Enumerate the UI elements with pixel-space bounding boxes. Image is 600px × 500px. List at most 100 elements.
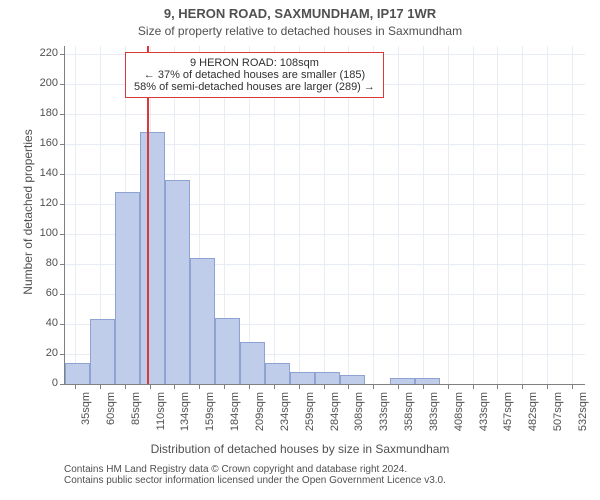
x-tick-label: 159sqm [204,392,216,442]
y-tick-mark [60,84,65,85]
x-tick-label: 184sqm [229,392,241,442]
y-tick-label: 60 [30,287,58,299]
histogram-bar [315,372,340,384]
annotation-line-3: 58% of semi-detached houses are larger (… [134,81,375,93]
chart-container: 9, HERON ROAD, SAXMUNDHAM, IP17 1WR Size… [0,0,600,500]
gridline-v [572,46,573,384]
histogram-bar [115,192,140,384]
y-tick-label: 80 [30,257,58,269]
x-tick-mark [75,384,76,389]
x-tick-label: 333sqm [378,392,390,442]
y-tick-mark [60,204,65,205]
histogram-bar [90,319,115,384]
x-tick-label: 358sqm [403,392,415,442]
y-tick-label: 20 [30,347,58,359]
histogram-bar [65,363,90,384]
y-tick-mark [60,144,65,145]
footer-line-1: Contains HM Land Registry data © Crown c… [64,464,446,475]
y-tick-label: 160 [30,137,58,149]
histogram-bar [290,372,315,384]
x-tick-label: 284sqm [329,392,341,442]
histogram-bar [340,375,365,384]
histogram-bar [190,258,215,384]
histogram-bar [390,378,415,384]
x-tick-label: 35sqm [80,392,92,442]
gridline-h [65,114,585,115]
x-tick-mark [522,384,523,389]
x-tick-mark [125,384,126,389]
histogram-bar [165,180,190,384]
x-tick-label: 85sqm [130,392,142,442]
y-tick-mark [60,234,65,235]
y-tick-label: 200 [30,77,58,89]
x-tick-label: 110sqm [155,392,167,442]
y-tick-mark [60,264,65,265]
footer-line-2: Contains public sector information licen… [64,475,446,486]
x-tick-mark [572,384,573,389]
chart-subtitle: Size of property relative to detached ho… [0,24,600,38]
footer-attribution: Contains HM Land Registry data © Crown c… [64,464,446,486]
y-tick-label: 0 [30,377,58,389]
x-tick-mark [547,384,548,389]
x-axis-label: Distribution of detached houses by size … [0,442,600,456]
gridline-v [497,46,498,384]
y-tick-label: 180 [30,107,58,119]
y-tick-label: 100 [30,227,58,239]
y-tick-mark [60,54,65,55]
x-tick-label: 433sqm [478,392,490,442]
x-tick-mark [448,384,449,389]
x-tick-mark [473,384,474,389]
y-tick-mark [60,354,65,355]
y-tick-mark [60,324,65,325]
x-tick-mark [274,384,275,389]
y-tick-label: 140 [30,167,58,179]
gridline-v [547,46,548,384]
x-tick-mark [398,384,399,389]
x-tick-mark [100,384,101,389]
x-tick-mark [497,384,498,389]
x-tick-label: 457sqm [502,392,514,442]
gridline-v [522,46,523,384]
x-tick-mark [299,384,300,389]
x-tick-label: 308sqm [353,392,365,442]
y-tick-mark [60,114,65,115]
annotation-line-1: 9 HERON ROAD: 108sqm [134,57,375,69]
x-tick-mark [324,384,325,389]
x-tick-mark [373,384,374,389]
gridline-v [398,46,399,384]
gridline-v [473,46,474,384]
y-tick-label: 40 [30,317,58,329]
x-tick-mark [249,384,250,389]
y-tick-mark [60,174,65,175]
x-tick-label: 60sqm [105,392,117,442]
x-tick-label: 383sqm [428,392,440,442]
histogram-bar [265,363,290,384]
plot-area: 9 HERON ROAD: 108sqm ← 37% of detached h… [64,46,585,385]
x-tick-mark [199,384,200,389]
gridline-v [423,46,424,384]
y-tick-label: 120 [30,197,58,209]
gridline-v [448,46,449,384]
x-tick-label: 507sqm [552,392,564,442]
x-tick-label: 532sqm [577,392,589,442]
x-tick-mark [174,384,175,389]
x-tick-mark [348,384,349,389]
x-tick-label: 209sqm [254,392,266,442]
histogram-bar [140,132,165,384]
histogram-bar [240,342,265,384]
annotation-line-2: ← 37% of detached houses are smaller (18… [134,69,375,81]
x-tick-label: 482sqm [527,392,539,442]
y-tick-label: 220 [30,47,58,59]
gridline-v [75,46,76,384]
x-tick-mark [150,384,151,389]
histogram-bar [415,378,440,384]
y-tick-mark [60,384,65,385]
x-tick-label: 234sqm [279,392,291,442]
histogram-bar [215,318,240,384]
x-tick-label: 259sqm [304,392,316,442]
y-tick-mark [60,294,65,295]
x-tick-label: 134sqm [179,392,191,442]
x-tick-label: 408sqm [453,392,465,442]
x-tick-mark [423,384,424,389]
annotation-box: 9 HERON ROAD: 108sqm ← 37% of detached h… [125,52,384,98]
